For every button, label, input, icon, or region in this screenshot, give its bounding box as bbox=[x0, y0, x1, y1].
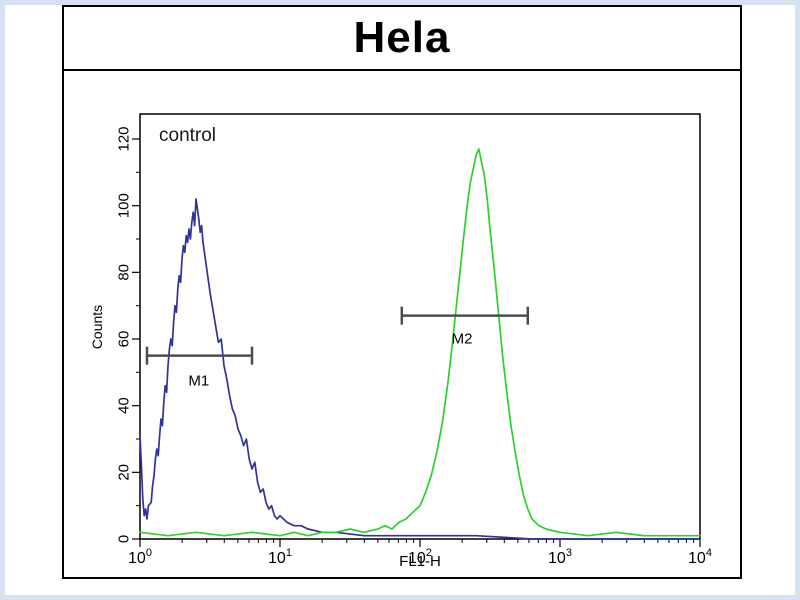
x-tick-label: 102 bbox=[408, 547, 432, 567]
x-tick-label: 103 bbox=[548, 547, 572, 567]
y-tick-label: 80 bbox=[116, 264, 133, 281]
blue-curve bbox=[139, 198, 701, 540]
y-tick-label: 20 bbox=[116, 464, 133, 481]
y-axis-label: Counts bbox=[89, 304, 105, 350]
gate-marker-label: M2 bbox=[452, 331, 473, 348]
series-curves bbox=[139, 148, 701, 540]
y-axis-ticks: 0 20 40 60 80 100 120 bbox=[116, 126, 140, 543]
figure-box: Hela control Counts FL1-H 0 20 40 60 80 100 12… bbox=[62, 5, 742, 579]
y-tick-label: 60 bbox=[116, 331, 133, 348]
x-axis-label: FL1-H bbox=[399, 553, 441, 570]
gate-marker-label: M1 bbox=[188, 373, 209, 390]
x-tick-label: 100 bbox=[128, 547, 152, 567]
y-tick-label: 0 bbox=[116, 535, 133, 543]
chart-title: Hela bbox=[353, 13, 451, 62]
x-tick-label: 101 bbox=[268, 547, 292, 567]
y-tick-label: 120 bbox=[116, 126, 133, 151]
gate-marker-M1: M1 bbox=[145, 346, 254, 390]
title-divider bbox=[64, 69, 740, 71]
gate-marker-M2: M2 bbox=[400, 306, 530, 348]
control-annotation: control bbox=[159, 125, 217, 146]
y-tick-label: 40 bbox=[116, 397, 133, 414]
flow-cytometry-histogram: 0 20 40 60 80 100 120 100 101 102 103 104 M1 M2 bbox=[116, 113, 712, 567]
green-curve bbox=[139, 148, 701, 537]
plot-border bbox=[139, 113, 701, 540]
y-tick-label: 100 bbox=[116, 193, 133, 218]
x-tick-label: 104 bbox=[688, 547, 712, 567]
x-axis-ticks: 100 101 102 103 104 bbox=[128, 539, 712, 567]
